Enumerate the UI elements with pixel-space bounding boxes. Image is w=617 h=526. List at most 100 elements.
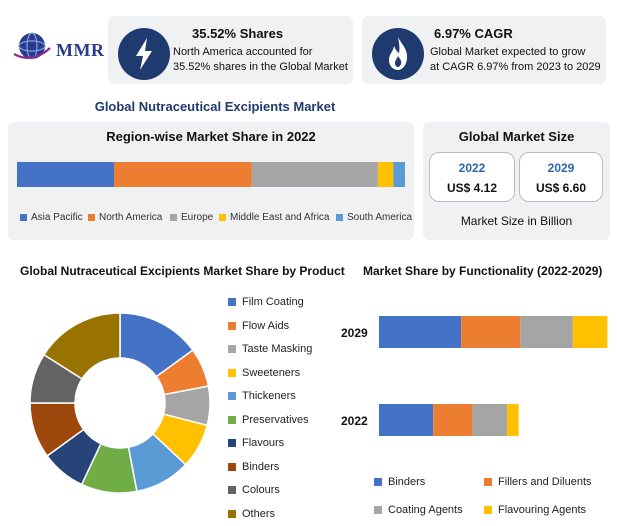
market-size-2029: 2029 US$ 6.60 xyxy=(519,152,603,202)
flame-icon xyxy=(372,28,424,80)
legend-label: Preservatives xyxy=(242,413,309,426)
product-legend-item: Taste Masking xyxy=(228,343,312,355)
region-panel: Region-wise Market Share in 2022 Asia Pa… xyxy=(8,122,414,240)
legend-swatch xyxy=(228,509,236,518)
legend-swatch xyxy=(219,214,226,221)
func-bar-2022-1 xyxy=(433,404,473,436)
product-legend-item: Thickeners xyxy=(228,390,296,402)
legend-swatch xyxy=(228,298,236,306)
legend-swatch xyxy=(88,214,95,221)
stat-title: 35.52% Shares xyxy=(192,26,284,41)
functionality-bar-chart xyxy=(379,316,608,436)
bar-category-label: 2022 xyxy=(341,414,368,428)
size-year: 2022 xyxy=(458,161,486,175)
func-bar-2029-2 xyxy=(520,316,573,348)
size-value: US$ 4.12 xyxy=(446,181,498,195)
product-chart-title: Global Nutraceutical Excipients Market S… xyxy=(20,264,345,278)
region-bar-segment-4 xyxy=(393,162,405,187)
stat-card-share: 35.52% Shares North America accounted fo… xyxy=(108,16,353,84)
legend-label: Binders xyxy=(388,476,426,488)
legend-swatch xyxy=(374,506,382,514)
legend-swatch xyxy=(228,439,236,447)
size-year: 2029 xyxy=(547,161,575,175)
page-title: Global Nutraceutical Excipients Market xyxy=(94,99,336,114)
bar-category-label: 2029 xyxy=(341,326,368,340)
stat-line-2: 35.52% shares in the Global Market xyxy=(173,61,348,73)
globe-icon xyxy=(13,32,51,60)
stat-line-2: at CAGR 6.97% from 2023 to 2029 xyxy=(430,61,601,73)
legend-swatch xyxy=(228,368,236,377)
func-bar-2029-0 xyxy=(379,316,462,348)
functionality-legend-item: Binders xyxy=(374,476,425,488)
region-legend-item: Europe xyxy=(170,212,213,223)
stat-line-1: Global Market expected to grow xyxy=(430,46,586,58)
legend-swatch xyxy=(228,486,236,494)
region-chart-title: Region-wise Market Share in 2022 xyxy=(106,129,316,144)
legend-label: South America xyxy=(347,212,413,223)
functionality-chart-title: Market Share by Functionality (2022-2029… xyxy=(363,264,603,278)
legend-label: Colours xyxy=(242,484,280,496)
product-legend-item: Flow Aids xyxy=(228,320,289,332)
size-value: US$ 6.60 xyxy=(535,181,587,195)
market-size-2022: 2022 US$ 4.12 xyxy=(429,152,515,202)
legend-swatch xyxy=(374,478,382,486)
product-legend-item: Binders xyxy=(228,461,279,473)
legend-label: Others xyxy=(242,507,276,520)
legend-label: Binders xyxy=(242,460,280,473)
func-bar-2022-3 xyxy=(507,404,519,436)
product-legend-item: Sweeteners xyxy=(228,367,300,379)
func-bar-2022-2 xyxy=(472,404,508,436)
legend-label: Middle East and Africa xyxy=(230,212,330,223)
legend-label: North America xyxy=(99,212,163,223)
market-size-title: Global Market Size xyxy=(458,129,575,144)
legend-swatch xyxy=(228,345,236,353)
stat-card-cagr: 6.97% CAGR Global Market expected to gro… xyxy=(362,16,606,84)
region-bar-segment-0 xyxy=(17,162,114,187)
legend-label: Thickeners xyxy=(242,390,296,402)
lightning-icon xyxy=(118,28,170,80)
region-bar-chart xyxy=(17,162,405,187)
functionality-legend-item: Coating Agents xyxy=(374,504,463,516)
region-bar-segment-1 xyxy=(113,162,252,187)
product-legend-item: Film Coating xyxy=(228,296,304,308)
legend-label: Europe xyxy=(181,212,214,223)
region-legend-item: Asia Pacific xyxy=(20,212,83,223)
legend-label: Flow Aids xyxy=(242,319,290,332)
legend-swatch xyxy=(228,462,236,471)
legend-swatch xyxy=(484,478,492,486)
legend-label: Film Coating xyxy=(242,296,304,308)
legend-label: Asia Pacific xyxy=(31,212,83,223)
legend-label: Flavouring Agents xyxy=(498,504,587,516)
market-size-panel: Global Market Size 2022 US$ 4.12 2029 US… xyxy=(423,122,610,240)
func-bar-2029-3 xyxy=(572,316,608,348)
product-legend-item: Others xyxy=(228,508,275,520)
functionality-legend-item: Flavouring Agents xyxy=(484,504,586,516)
product-donut-chart xyxy=(29,312,211,494)
functionality-legend-item: Fillers and Diluents xyxy=(484,476,592,488)
legend-swatch xyxy=(228,321,236,330)
market-size-note: Market Size in Billion xyxy=(460,214,573,228)
legend-label: Sweeteners xyxy=(242,366,301,379)
legend-label: Fillers and Diluents xyxy=(498,476,592,488)
legend-swatch xyxy=(228,392,236,400)
legend-swatch xyxy=(228,415,236,424)
legend-label: Coating Agents xyxy=(388,504,463,516)
region-bar-segment-2 xyxy=(251,162,378,187)
legend-swatch xyxy=(20,214,27,221)
product-legend-item: Flavours xyxy=(228,437,284,449)
legend-swatch xyxy=(170,214,177,221)
region-legend-item: North America xyxy=(88,212,162,223)
legend-swatch xyxy=(336,214,343,221)
region-bar-segment-3 xyxy=(377,162,394,187)
product-legend-item: Colours xyxy=(228,484,280,496)
stat-line-1: North America accounted for xyxy=(173,46,313,58)
region-legend-item: Middle East and Africa xyxy=(219,212,330,223)
legend-label: Flavours xyxy=(242,437,285,449)
donut-slice-9 xyxy=(42,312,121,380)
func-bar-2022-0 xyxy=(379,404,434,436)
legend-swatch xyxy=(484,506,492,514)
legend-label: Taste Masking xyxy=(242,343,313,355)
product-legend-item: Preservatives xyxy=(228,414,309,426)
func-bar-2029-1 xyxy=(461,316,521,348)
mmr-logo: MMR xyxy=(10,28,105,68)
